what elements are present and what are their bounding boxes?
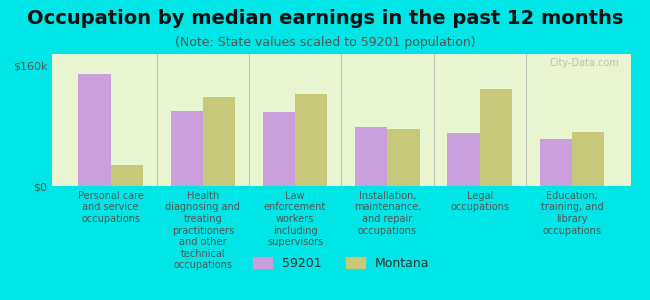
Bar	[447, 133, 480, 186]
Text: Occupation by median earnings in the past 12 months: Occupation by median earnings in the pas…	[27, 9, 623, 28]
Bar	[572, 132, 604, 186]
Bar	[295, 94, 328, 186]
Bar	[170, 111, 203, 186]
Bar	[387, 129, 420, 186]
Text: City-Data.com: City-Data.com	[549, 58, 619, 68]
Bar	[203, 97, 235, 186]
Legend: 59201, Montana: 59201, Montana	[248, 252, 435, 275]
Text: (Note: State values scaled to 59201 population): (Note: State values scaled to 59201 popu…	[175, 36, 475, 49]
Bar	[480, 89, 512, 186]
Bar	[540, 139, 572, 186]
Bar	[355, 127, 387, 186]
Bar	[263, 112, 295, 186]
Bar	[78, 74, 111, 186]
Bar	[111, 165, 143, 186]
